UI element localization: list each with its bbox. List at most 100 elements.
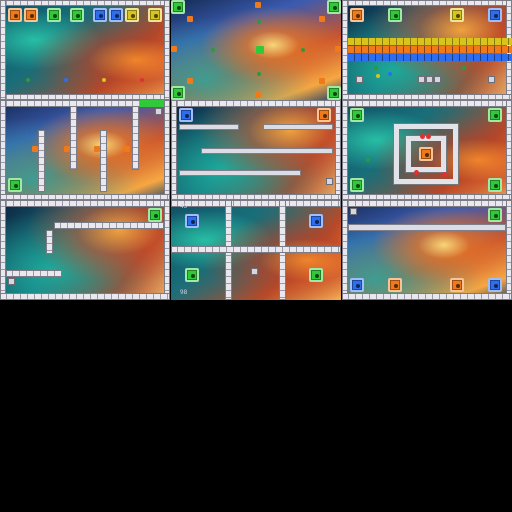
- blue-particle: [388, 72, 392, 76]
- orange-marker: [94, 146, 100, 152]
- green-particle: [301, 48, 305, 52]
- green-block: [148, 208, 162, 222]
- wall-crossbar: [171, 246, 341, 253]
- wall-right: [164, 200, 170, 300]
- orange-block: [350, 8, 364, 22]
- arrow-rail: [201, 148, 333, 154]
- level-thumbnail-9[interactable]: [342, 200, 512, 300]
- green-strip: [140, 100, 164, 107]
- level-thumbnail-6[interactable]: [342, 100, 512, 200]
- green-block: [327, 0, 341, 14]
- nebula-background: [0, 200, 170, 300]
- wall-bottom: [171, 194, 341, 200]
- wall-left: [342, 100, 348, 200]
- wall-left: [342, 0, 348, 100]
- wall-bottom: [342, 293, 512, 300]
- orange-block: [317, 108, 331, 122]
- wall-right: [506, 200, 512, 300]
- blue-particle: [64, 78, 68, 82]
- red-mine: [426, 134, 431, 139]
- wall-right: [164, 100, 170, 200]
- green-block: [171, 0, 185, 14]
- green-block: [488, 108, 502, 122]
- arrow-rail: [348, 224, 506, 231]
- wall-bottom: [342, 194, 512, 200]
- wall-right: [164, 0, 170, 100]
- green-block: [388, 8, 402, 22]
- level-number-bottom: 98: [180, 289, 188, 296]
- level-thumbnail-7[interactable]: [0, 200, 170, 300]
- orange-marker: [319, 16, 325, 22]
- level-thumbnail-1[interactable]: [0, 0, 170, 100]
- wall-top: [342, 0, 512, 6]
- red-particle: [140, 78, 144, 82]
- gray-box: [326, 178, 333, 185]
- green-block: [47, 8, 61, 22]
- green-block: [350, 108, 364, 122]
- wall-post: [46, 230, 53, 254]
- orange-marker: [187, 16, 193, 22]
- wall-left: [342, 200, 348, 300]
- level-thumbnail-8[interactable]: 45 98: [171, 200, 341, 300]
- yellow-particle: [102, 78, 106, 82]
- wall-right: [335, 100, 341, 200]
- gray-box: [426, 76, 433, 83]
- orange-core-block: [419, 147, 433, 161]
- yellow-block: [148, 8, 162, 22]
- blue-block: [309, 214, 323, 228]
- blue-block: [179, 108, 193, 122]
- wall-top: [171, 200, 341, 207]
- level-thumbnail-5[interactable]: [171, 100, 341, 200]
- orange-block: [450, 278, 464, 292]
- yellow-block: [450, 8, 464, 22]
- blue-block: [93, 8, 107, 22]
- gray-box: [488, 76, 495, 83]
- center-green-marker: [256, 46, 264, 54]
- wall-left: [0, 200, 6, 300]
- orange-tile-row: [348, 46, 512, 53]
- red-mine: [414, 170, 419, 175]
- gray-box: [350, 208, 357, 215]
- green-particle: [257, 72, 261, 76]
- wall-column: [38, 130, 45, 192]
- wall-left: [0, 0, 6, 100]
- spiral-outer-wall: [394, 124, 458, 184]
- green-block: [488, 178, 502, 192]
- orange-block: [24, 8, 38, 22]
- blue-block: [109, 8, 123, 22]
- orange-marker: [255, 2, 261, 8]
- green-particle: [257, 20, 261, 24]
- level-thumbnail-sheet: 45 98: [0, 0, 512, 300]
- gray-box: [8, 278, 15, 285]
- orange-marker: [171, 46, 177, 52]
- green-block: [350, 178, 364, 192]
- wall-top: [0, 100, 170, 107]
- level-thumbnail-2[interactable]: [171, 0, 341, 100]
- wall-bottom: [0, 94, 170, 100]
- orange-marker: [124, 146, 130, 152]
- green-block: [171, 86, 185, 100]
- green-particle: [462, 66, 466, 70]
- wall-top: [342, 200, 512, 207]
- orange-marker: [64, 146, 70, 152]
- wall-column: [132, 106, 139, 170]
- green-particle: [211, 48, 215, 52]
- green-particle: [374, 66, 378, 70]
- gray-box: [418, 76, 425, 83]
- arrow-rail: [179, 170, 301, 176]
- green-block: [185, 268, 199, 282]
- level-number-top: 45: [180, 203, 188, 210]
- nebula-background: [0, 100, 170, 200]
- orange-block: [8, 8, 22, 22]
- wall-top: [0, 200, 170, 207]
- level-thumbnail-4[interactable]: [0, 100, 170, 200]
- green-block: [8, 178, 22, 192]
- wall-ledge: [6, 270, 62, 277]
- nebula-background: [342, 200, 512, 300]
- wall-bottom: [0, 194, 170, 200]
- green-block: [327, 86, 341, 100]
- wall-right: [506, 100, 512, 200]
- orange-marker: [32, 146, 38, 152]
- green-block: [309, 268, 323, 282]
- level-thumbnail-3[interactable]: [342, 0, 512, 100]
